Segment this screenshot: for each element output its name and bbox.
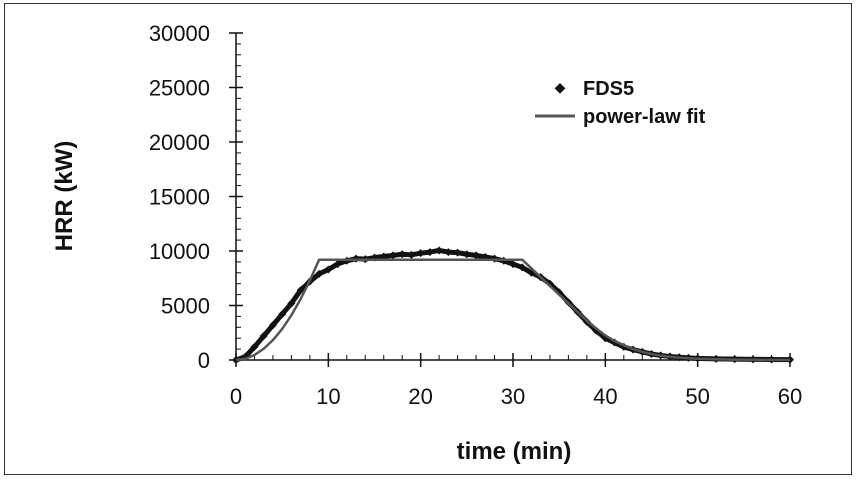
data-point-fds5 [324, 265, 333, 274]
data-point-fds5 [509, 260, 517, 269]
x-axis-title: time (min) [457, 438, 572, 465]
data-point-fds5 [416, 249, 425, 258]
data-point-fds5 [425, 248, 434, 257]
data-point-fds5 [472, 251, 481, 260]
data-point-fds5 [435, 246, 444, 255]
y-tick-label: 10000 [149, 239, 210, 264]
y-tick-label: 30000 [149, 21, 210, 46]
legend-marker-fds5: ◆ [555, 79, 566, 95]
axes: 0 5000 10000 15000 20000 25000 30000 0 10 20 30 40 5… [149, 21, 802, 409]
data-point-fds5 [379, 252, 388, 261]
data-point-fds5 [333, 260, 342, 269]
y-tick-label: 20000 [149, 130, 210, 155]
data-point-fds5 [518, 263, 527, 272]
y-tick-label: 0 [198, 348, 210, 373]
data-point-fds5 [268, 321, 277, 330]
x-tick-label: 20 [408, 384, 432, 409]
x-tick-label: 60 [778, 384, 802, 409]
data-point-fds5 [407, 250, 416, 259]
x-tick-label: 10 [316, 384, 340, 409]
x-tick-label: 0 [230, 384, 242, 409]
legend-label-power-law-fit: power-law fit [583, 106, 706, 128]
data-point-fds5 [315, 269, 324, 278]
data-point-fds5 [278, 310, 287, 319]
data-point-fds5 [398, 250, 407, 259]
chart-frame [4, 3, 852, 475]
data-point-fds5 [462, 250, 471, 259]
legend: ◆ FDS5 power-law fit [535, 78, 706, 128]
data-point-fds5 [259, 332, 268, 341]
data-point-fds5 [453, 248, 462, 257]
data-point-fds5 [444, 248, 453, 257]
data-point-fds5 [287, 299, 296, 308]
y-tick-label: 25000 [149, 76, 210, 101]
data-point-fds5 [250, 342, 259, 351]
y-tick-label: 15000 [149, 185, 210, 210]
series-layer [232, 246, 794, 364]
x-tick-label: 50 [685, 384, 709, 409]
x-tick-label: 30 [501, 384, 525, 409]
data-point-fds5 [388, 251, 397, 260]
legend-label-fds5: FDS5 [583, 78, 634, 100]
y-tick-label: 5000 [161, 294, 210, 319]
y-axis-title: HRR (kW) [51, 141, 78, 252]
x-tick-label: 40 [593, 384, 617, 409]
series-line-power-law-fit [235, 258, 791, 362]
